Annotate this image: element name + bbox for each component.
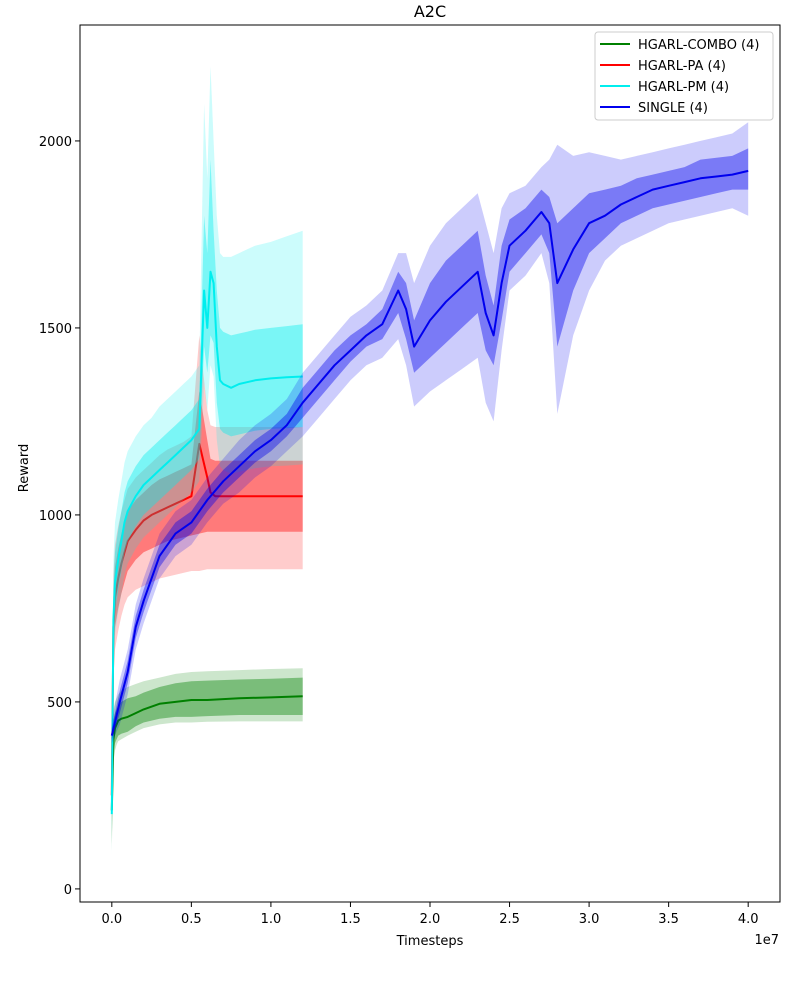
chart-title: A2C (414, 2, 446, 21)
y-tick-label-1: 500 (47, 696, 72, 711)
legend-box (594, 31, 774, 121)
x-axis-label: Timesteps (396, 934, 464, 949)
y-axis: 0 500 1000 1500 2000 (39, 135, 80, 898)
x-tick-label-0: 0.0 (101, 912, 122, 927)
x-tick-label-5: 2.5 (499, 912, 520, 927)
series-2 (110, 66, 303, 856)
legend-label-2: HGARL-PM (4) (638, 80, 729, 95)
series-0 (110, 668, 303, 852)
series-3 (110, 122, 749, 744)
series-2-line (110, 270, 303, 815)
x-tick-label-1: 0.5 (181, 912, 202, 927)
y-tick-label-3: 1500 (39, 322, 72, 337)
x-tick-label-4: 2.0 (420, 912, 441, 927)
x-tick-label-8: 4.0 (738, 912, 759, 927)
x-tick-label-6: 3.0 (579, 912, 600, 927)
y-tick-label-0: 0 (64, 883, 72, 898)
y-axis-label: Reward (17, 444, 32, 492)
x-axis-offset-label: 1e7 (754, 933, 779, 948)
series-2-outer-band (111, 66, 303, 856)
x-tick-label-3: 1.5 (340, 912, 361, 927)
legend-label-3: SINGLE (4) (638, 101, 708, 116)
series-0-line (110, 695, 303, 811)
series-0-outer-band (111, 668, 303, 852)
series-1-outer-band (111, 335, 303, 822)
series-3-line (110, 169, 749, 736)
y-tick-label-4: 2000 (39, 135, 72, 150)
series-1-line (110, 442, 303, 796)
series-2-inner-band (111, 159, 303, 833)
y-tick-label-2: 1000 (39, 509, 72, 524)
series-layer (110, 66, 749, 856)
legend: HGARL-COMBO (4) HGARL-PA (4) HGARL-PM (4) S… (594, 31, 774, 121)
series-3-outer-band (111, 122, 749, 744)
series-0-inner-band (111, 677, 303, 844)
x-axis: 0.0 0.5 1.0 1.5 2.0 2.5 3.0 3.5 4.0 (101, 902, 759, 927)
x-tick-label-2: 1.0 (261, 912, 282, 927)
legend-label-0: HGARL-COMBO (4) (638, 38, 759, 53)
series-1 (110, 335, 303, 822)
x-tick-label-7: 3.5 (658, 912, 679, 927)
legend-label-1: HGARL-PA (4) (638, 59, 726, 74)
